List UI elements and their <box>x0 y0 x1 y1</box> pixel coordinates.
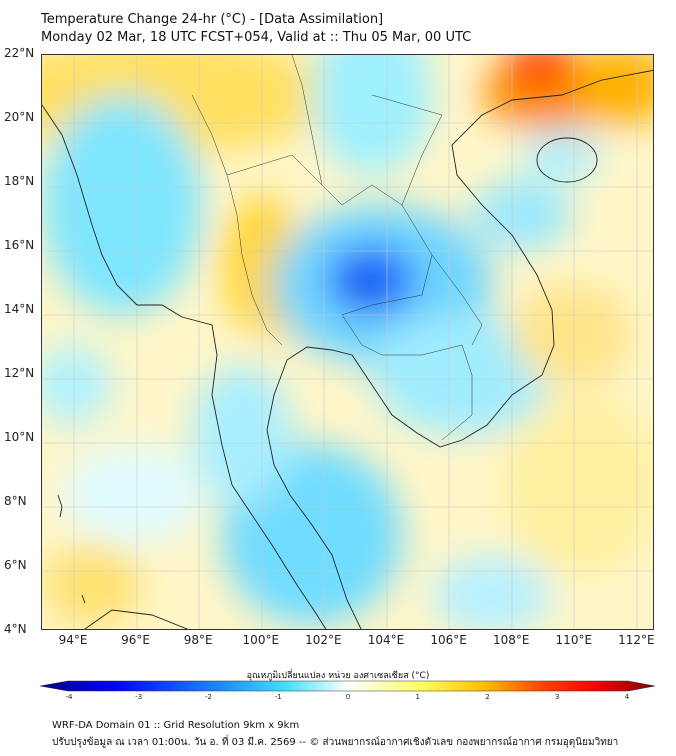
colorbar-tick: 1 <box>415 693 420 701</box>
lon-label: 100°E <box>242 633 280 647</box>
temperature-map <box>41 54 654 630</box>
colorbar-tick: -3 <box>135 693 143 701</box>
lat-label: 6°N <box>4 558 27 572</box>
footer-update-credit: ปรับปรุงข้อมูล ณ เวลา 01:00น. วัน อ. ที่… <box>52 737 619 748</box>
lat-label: 16°N <box>4 238 35 252</box>
colorbar-label: อุณหภูมิเปลี่ยนแปลง หน่วย องศาเซลเซียส (… <box>246 671 430 681</box>
colorbar-tick: 0 <box>345 693 351 701</box>
colorbar-tick: -4 <box>65 693 73 701</box>
footer-resolution: WRF-DA Domain 01 :: Grid Resolution 9km … <box>52 720 300 731</box>
lon-label: 106°E <box>430 633 467 647</box>
lon-label: 110°E <box>555 633 593 647</box>
colorbar-tick: -2 <box>205 693 212 701</box>
lat-label: 20°N <box>4 110 35 124</box>
chart-subtitle: Monday 02 Mar, 18 UTC FCST+054, Valid at… <box>41 30 472 45</box>
colorbar-tick: 4 <box>624 693 630 701</box>
lat-label: 22°N <box>4 46 35 60</box>
lat-label: 18°N <box>4 174 35 188</box>
graticule <box>42 55 653 629</box>
colorbar <box>40 680 656 692</box>
lon-label: 102°E <box>305 633 342 647</box>
lon-label: 98°E <box>183 633 213 647</box>
lat-label: 14°N <box>4 302 35 316</box>
borders <box>191 55 483 441</box>
lat-label: 8°N <box>4 494 27 508</box>
colorbar-tick: 3 <box>555 693 560 701</box>
colorbar-tick: -1 <box>274 693 282 701</box>
lon-label: 96°E <box>121 633 151 647</box>
lon-label: 112°E <box>618 633 655 647</box>
temperature-field <box>42 55 653 629</box>
colorbar-tick: 2 <box>485 693 490 701</box>
chart-title: Temperature Change 24-hr (°C) - [Data As… <box>41 12 384 27</box>
lon-label: 108°E <box>492 633 530 647</box>
coastlines <box>42 69 653 629</box>
lon-label: 104°E <box>367 633 405 647</box>
lat-label: 10°N <box>4 430 35 444</box>
lat-label: 12°N <box>4 366 35 380</box>
lon-label: 94°E <box>58 633 88 647</box>
lat-label: 4°N <box>4 622 27 636</box>
